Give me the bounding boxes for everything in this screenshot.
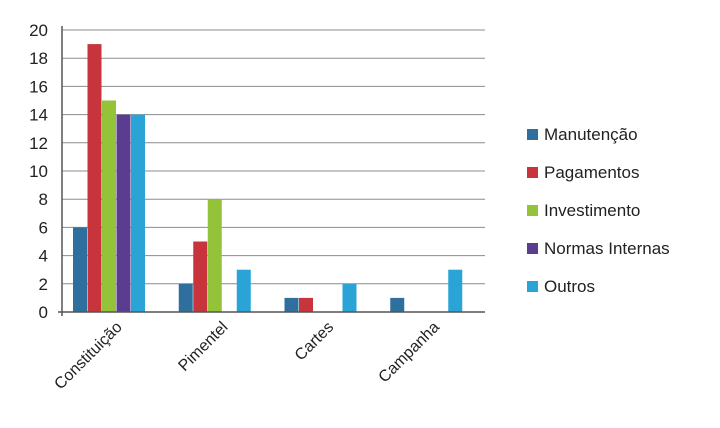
- x-category-label: Cartes: [292, 319, 337, 364]
- y-tick-label: 2: [39, 275, 48, 294]
- y-tick-label: 10: [29, 162, 48, 181]
- bar-cartes-pagamentos: [299, 297, 313, 312]
- bar-constituicao-investimento: [102, 100, 116, 312]
- bar-pimentel-pagamentos: [193, 241, 208, 312]
- bars: [73, 44, 463, 312]
- bar-pimentel-investimento: [207, 199, 222, 312]
- x-category-label: Campanha: [376, 319, 443, 386]
- legend-label-investimento: Investimento: [544, 201, 640, 220]
- bar-constituicao-normas-internas: [116, 114, 131, 312]
- legend-swatch-manutencao: [527, 129, 538, 140]
- legend-label-outros: Outros: [544, 277, 595, 296]
- legend-swatch-normas-internas: [527, 243, 538, 254]
- y-tick-label: 8: [39, 190, 48, 209]
- legend-label-normas-internas: Normas Internas: [544, 239, 670, 258]
- bar-campanha-manutencao: [390, 297, 405, 312]
- y-axis-tick-labels: 0 2 4 6 8 10 12 14 16 18 20: [29, 21, 48, 322]
- bar-cartes-manutencao: [284, 297, 299, 312]
- bar-constituicao-outros: [131, 114, 145, 312]
- y-tick-label: 0: [39, 303, 48, 322]
- bar-cartes-outros: [342, 283, 357, 312]
- legend-label-pagamentos: Pagamentos: [544, 163, 639, 182]
- bar-pimentel-outros: [236, 269, 251, 312]
- bar-campanha-outros: [448, 269, 463, 312]
- y-tick-label: 16: [29, 77, 48, 96]
- bar-pimentel-manutencao: [178, 283, 193, 312]
- x-category-label: Constituição: [51, 319, 125, 393]
- legend-label-manutencao: Manutenção: [544, 125, 638, 144]
- bar-constituicao-manutencao: [73, 227, 87, 312]
- legend-swatch-investimento: [527, 205, 538, 216]
- y-tick-label: 18: [29, 49, 48, 68]
- legend-swatch-outros: [527, 281, 538, 292]
- y-tick-label: 6: [39, 218, 48, 237]
- bar-constituicao-pagamentos: [87, 44, 102, 312]
- y-tick-label: 4: [39, 247, 48, 266]
- legend-swatch-pagamentos: [527, 167, 538, 178]
- y-tick-label: 20: [29, 21, 48, 40]
- y-tick-label: 14: [29, 106, 48, 125]
- y-tick-label: 12: [29, 134, 48, 153]
- x-category-label: Pimentel: [175, 319, 231, 375]
- legend: Manutenção Pagamentos Investimento Normas I…: [527, 125, 670, 296]
- x-axis-category-labels: Constituição Pimentel Cartes Campanha: [51, 319, 443, 393]
